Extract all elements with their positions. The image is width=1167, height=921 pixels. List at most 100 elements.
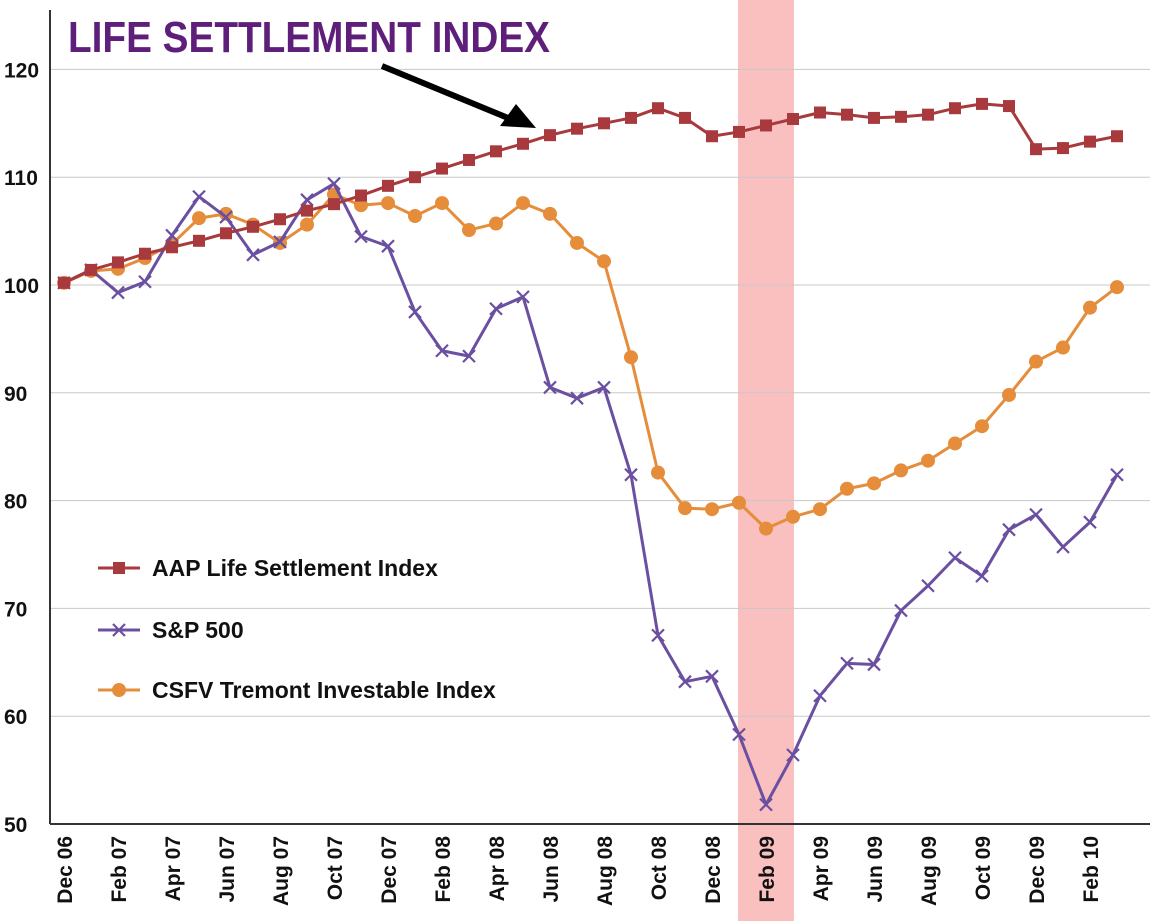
aap-life-settlement-index-point-1: [85, 263, 97, 276]
csfv-tremont-investable-index-point-11: [354, 198, 368, 213]
csfv-tremont-investable-index-point-17: [516, 196, 530, 211]
x-tick-label-dec-08: Dec 08: [702, 836, 725, 904]
arrow-annotation: [380, 63, 536, 128]
legend-label: S&P 500: [152, 617, 244, 643]
x-tick-label-aug-09: Aug 09: [918, 836, 941, 906]
s-p-500-point-36: [1029, 507, 1043, 522]
s-p-500-point-33: [948, 550, 962, 565]
s-p-500-point-32: [921, 578, 935, 593]
aap-life-settlement-index-point-22: [652, 102, 664, 115]
s-p-500-point-17: [516, 290, 530, 304]
aap-life-settlement-index-point-20: [598, 117, 610, 130]
x-tick-label-apr-09: Apr 09: [810, 836, 833, 901]
csfv-tremont-investable-index-point-20: [597, 254, 611, 269]
x-tick-label-feb-09: Feb 09: [756, 836, 779, 903]
csfv-tremont-investable-index-point-27: [786, 509, 800, 524]
s-p-500-point-19: [570, 391, 584, 405]
series-layer: [57, 97, 1124, 812]
x-tick-label-apr-08: Apr 08: [486, 836, 509, 902]
s-p-500-point-13: [408, 305, 422, 319]
csfv-tremont-investable-index-point-30: [867, 476, 881, 491]
s-p-500-point-26: [759, 797, 773, 812]
s-p-500-point-21: [624, 467, 638, 482]
csfv-tremont-investable-index-point-35: [1002, 387, 1016, 402]
aap-life-settlement-index-point-10: [328, 198, 340, 211]
aap-life-settlement-index-point-36: [1030, 143, 1042, 156]
csfv-tremont-investable-index-point-6: [219, 206, 233, 221]
csfv-tremont-investable-index-point-5: [192, 211, 206, 226]
aap-life-settlement-index-point-17: [517, 137, 529, 150]
csfv-tremont-investable-index-point-31: [894, 463, 908, 478]
csfv-tremont-investable-index-point-21: [624, 350, 638, 365]
aap-life-settlement-index-point-14: [436, 162, 448, 175]
aap-life-settlement-index-point-26: [760, 119, 772, 132]
x-tick-label-jun-09: Jun 09: [864, 836, 887, 903]
aap-life-settlement-index-point-27: [787, 112, 799, 125]
csfv-tremont-investable-index-point-28: [813, 502, 827, 517]
aap-life-settlement-index-point-39: [1111, 130, 1123, 143]
s-p-500-point-5: [192, 189, 206, 204]
s-p-500-point-30: [867, 657, 881, 672]
csfv-tremont-investable-index-point-39: [1110, 280, 1124, 295]
aap-life-settlement-index-point-24: [706, 130, 718, 143]
highlight-band-feb-09: [738, 0, 794, 921]
series-aap-life-settlement-index: [58, 97, 1123, 289]
aap-life-settlement-index-point-2: [112, 256, 124, 269]
s-p-500-point-3: [138, 274, 152, 289]
legend-item-aap-life-settlement-index: AAP Life Settlement Index: [98, 555, 438, 581]
x-tick-label-jun-07: Jun 07: [216, 836, 239, 903]
s-p-500-point-18: [543, 380, 557, 395]
s-p-500-point-4: [165, 228, 179, 243]
s-p-500-point-29: [840, 656, 854, 671]
aap-life-settlement-index-point-32: [922, 108, 934, 121]
s-p-500-point-25: [732, 727, 746, 742]
csfv-tremont-investable-index-point-18: [543, 206, 557, 221]
csfv-tremont-investable-index-point-16: [489, 216, 503, 231]
y-tick-label-80: 80: [4, 491, 27, 514]
aap-life-settlement-index-point-13: [409, 171, 421, 184]
aap-life-settlement-index-point-21: [625, 111, 637, 124]
s-p-500-point-7: [246, 248, 260, 262]
x-tick-label-feb-07: Feb 07: [108, 836, 131, 903]
s-p-500-point-34: [975, 569, 989, 583]
aap-life-settlement-index-point-34: [976, 97, 988, 110]
csfv-tremont-investable-index-point-12: [381, 196, 395, 211]
x-tick-label-jun-08: Jun 08: [540, 836, 563, 903]
arrow-head: [500, 104, 536, 128]
legend-label: AAP Life Settlement Index: [152, 555, 438, 581]
x-tick-label-oct-07: Oct 07: [324, 836, 347, 900]
legend-swatch-marker: [112, 623, 126, 637]
y-tick-label-120: 120: [4, 59, 39, 82]
x-tick-label-oct-08: Oct 08: [648, 836, 671, 901]
series-line-csfv-tremont-investable-index: [63, 192, 1118, 531]
s-p-500-point-28: [813, 688, 827, 703]
aap-life-settlement-index-point-8: [274, 213, 286, 226]
y-axis-ticks: 50 60 70 80 90 100 110 120: [4, 59, 39, 837]
x-tick-label-oct-09: Oct 09: [972, 836, 995, 900]
s-p-500-point-12: [381, 239, 395, 253]
x-tick-label-aug-07: Aug 07: [270, 836, 293, 906]
csfv-tremont-investable-index-point-24: [705, 502, 719, 517]
grid-lines: [50, 68, 1150, 717]
aap-life-settlement-index-point-38: [1084, 135, 1096, 148]
csfv-tremont-investable-index-point-19: [570, 235, 584, 250]
csfv-tremont-investable-index-point-29: [840, 481, 854, 496]
legend: AAP Life Settlement Index S&P 500 CSFV Tre…: [98, 555, 496, 703]
csfv-tremont-investable-index-point-15: [462, 223, 476, 238]
x-axis-ticks: Dec 06 Feb 07 Apr 07 Jun 07 Aug 07 Oct 07 Dec …: [54, 836, 1103, 906]
aap-life-settlement-index-point-0: [58, 276, 70, 289]
chart-title: LIFE SETTLEMENT INDEX: [68, 13, 550, 62]
y-tick-label-50: 50: [4, 814, 27, 837]
csfv-tremont-investable-index-point-14: [435, 196, 449, 211]
y-tick-label-110: 110: [4, 167, 38, 190]
csfv-tremont-investable-index-point-32: [921, 453, 935, 468]
aap-life-settlement-index-point-15: [463, 153, 475, 166]
csfv-tremont-investable-index-point-34: [975, 419, 989, 434]
aap-life-settlement-index-point-29: [841, 108, 853, 121]
y-tick-label-60: 60: [4, 706, 27, 729]
s-p-500-point-31: [894, 603, 908, 618]
y-tick-label-100: 100: [4, 275, 39, 298]
aap-life-settlement-index-point-12: [382, 179, 394, 192]
s-p-500-point-15: [462, 349, 476, 363]
